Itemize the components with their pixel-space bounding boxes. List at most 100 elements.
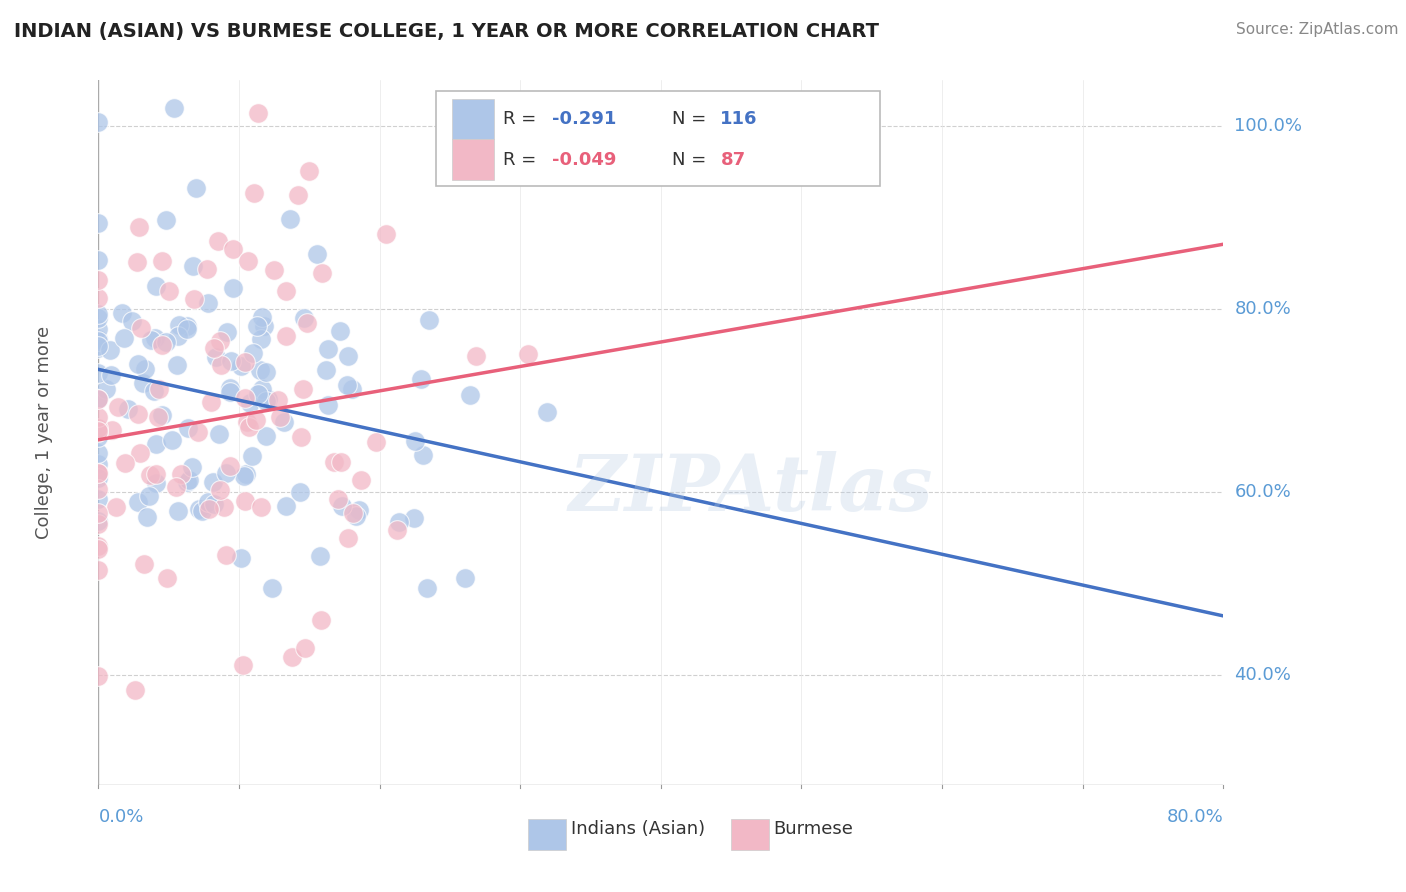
Point (87, 424, 110, 438)
Point (128, 219, 150, 234)
Point (176, 322, 198, 336)
Text: 80.0%: 80.0% (1167, 808, 1223, 826)
Point (232, 657, 254, 672)
Point (290, 430, 312, 444)
Point (349, 473, 371, 487)
Point (329, 455, 352, 469)
Point (157, 284, 180, 298)
Point (165, 481, 187, 495)
Point (207, 234, 229, 248)
Point (340, 382, 363, 396)
Point (298, 164, 321, 178)
Point (167, 318, 190, 332)
Point (155, 334, 177, 349)
Text: College, 1 year or more: College, 1 year or more (35, 326, 53, 539)
Point (240, 449, 263, 463)
Point (287, 188, 309, 202)
Point (238, 419, 260, 434)
Point (246, 318, 269, 333)
Point (536, 404, 558, 418)
Point (87, 492, 110, 507)
Point (136, 510, 159, 524)
Point (315, 363, 337, 377)
Text: Source: ZipAtlas.com: Source: ZipAtlas.com (1236, 22, 1399, 37)
Point (291, 382, 314, 396)
Point (150, 408, 173, 422)
Text: INDIAN (ASIAN) VS BURMESE COLLEGE, 1 YEAR OR MORE CORRELATION CHART: INDIAN (ASIAN) VS BURMESE COLLEGE, 1 YEA… (14, 22, 879, 41)
Point (245, 413, 267, 427)
Point (87, 563, 110, 577)
Point (294, 311, 316, 326)
Point (418, 313, 440, 327)
Point (208, 483, 231, 498)
Point (87, 539, 110, 553)
Point (87, 291, 110, 305)
Point (274, 285, 297, 299)
Point (127, 358, 149, 372)
Point (139, 467, 162, 482)
Point (148, 382, 170, 396)
Text: -0.049: -0.049 (551, 151, 616, 169)
FancyBboxPatch shape (451, 139, 495, 180)
Point (87, 425, 110, 440)
Point (186, 181, 208, 195)
Point (205, 350, 228, 364)
Point (156, 571, 179, 585)
Point (87, 252, 110, 267)
Point (195, 262, 218, 277)
Point (267, 392, 290, 407)
Point (233, 392, 256, 406)
Point (145, 467, 167, 482)
Point (87, 310, 110, 325)
Point (366, 435, 388, 450)
Point (87, 392, 110, 406)
Point (281, 650, 304, 665)
Point (316, 343, 339, 357)
Point (316, 398, 339, 412)
Point (385, 524, 408, 538)
Text: 60.0%: 60.0% (1234, 483, 1291, 501)
Point (87, 392, 110, 407)
Point (181, 459, 204, 474)
Point (166, 358, 188, 372)
Point (231, 551, 253, 566)
FancyBboxPatch shape (529, 820, 567, 850)
Point (215, 548, 238, 562)
Point (235, 415, 257, 429)
Point (139, 333, 162, 347)
Point (202, 475, 225, 489)
Point (87, 332, 110, 346)
Point (247, 386, 270, 401)
Point (87, 466, 110, 480)
Point (222, 281, 245, 295)
Point (233, 354, 256, 368)
Point (176, 475, 198, 490)
Point (336, 378, 359, 392)
Point (87, 471, 110, 485)
Point (207, 427, 229, 442)
Point (218, 381, 240, 395)
Point (87, 446, 110, 460)
Point (160, 434, 183, 448)
Point (250, 382, 273, 396)
Point (87, 322, 110, 336)
Point (191, 504, 214, 518)
Point (243, 186, 266, 200)
Point (87, 420, 110, 434)
FancyBboxPatch shape (436, 91, 880, 186)
Point (311, 266, 333, 280)
Text: 40.0%: 40.0% (1234, 666, 1291, 684)
Point (131, 321, 153, 335)
Point (253, 319, 276, 334)
Point (101, 423, 124, 437)
Point (229, 359, 252, 374)
Point (167, 504, 190, 518)
Point (238, 253, 260, 268)
Text: 80.0%: 80.0% (1234, 300, 1291, 318)
Point (87, 542, 110, 557)
Point (263, 263, 285, 277)
Point (464, 349, 486, 363)
Point (188, 501, 211, 516)
Text: 116: 116 (720, 110, 758, 128)
Point (276, 499, 298, 513)
